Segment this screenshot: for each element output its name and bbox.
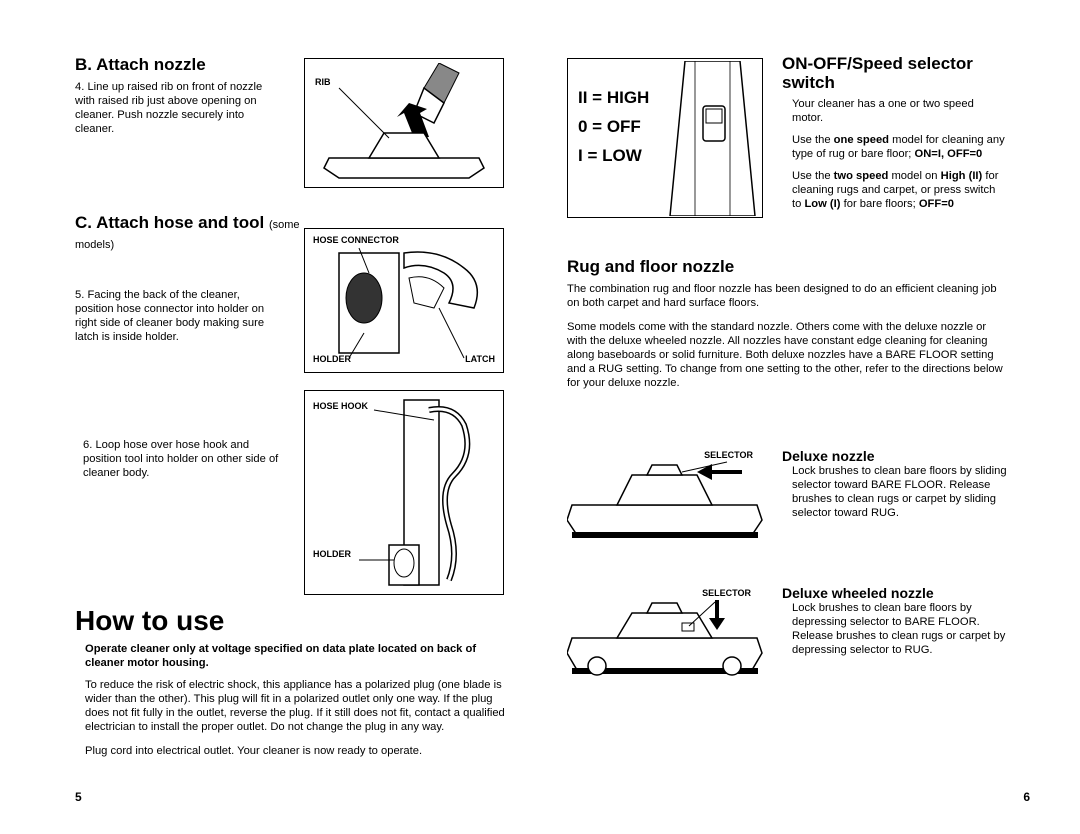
page-number-right: 6 [1023,790,1030,804]
onoff-para2: Use the one speed model for cleaning any… [782,133,1007,161]
section-b-title: B. Attach nozzle [75,55,280,75]
rug-nozzle-title: Rug and floor nozzle [567,257,1007,277]
how-to-use-para2: Plug cord into electrical outlet. Your c… [75,744,505,758]
how-to-use-section: How to use Operate cleaner only at volta… [75,605,505,758]
section-b-step4: 4. Line up raised rib on front of nozzle… [75,80,280,136]
illustration-nozzle: RIB [304,58,504,188]
onoff-title: ON-OFF/Speed selector switch [782,55,1007,92]
illustration-deluxe-nozzle: SELECTOR [567,450,763,550]
rug-nozzle-para2: Some models come with the standard nozzl… [567,320,1007,390]
section-b-text: B. Attach nozzle 4. Line up raised rib o… [75,55,280,136]
hose-connector-svg [309,233,499,368]
label-hose-hook: HOSE HOOK [313,401,368,411]
onoff-section: ON-OFF/Speed selector switch Your cleane… [782,55,1007,211]
how-to-use-warning: Operate cleaner only at voltage specifie… [75,642,505,670]
deluxe-para: Lock brushes to clean bare floors by sli… [782,464,1007,520]
deluxe-nozzle-svg [567,450,763,545]
onoff-para1: Your cleaner has a one or two speed moto… [782,97,1007,125]
section-c-title: C. Attach hose and tool (some models) [75,213,305,252]
label-selector2: SELECTOR [702,588,751,598]
deluxe-section: Deluxe nozzle Lock brushes to clean bare… [782,448,1007,520]
label-holder: HOLDER [313,354,351,364]
illustration-deluxe-wheeled: SELECTOR [567,588,763,688]
label-selector1: SELECTOR [704,450,753,460]
illustration-hose-connector: HOSE CONNECTOR HOLDER LATCH [304,228,504,373]
deluxe-wheeled-svg [567,588,763,683]
label-latch: LATCH [465,354,495,364]
rug-nozzle-para1: The combination rug and floor nozzle has… [567,282,1007,310]
illustration-hose-hook: HOSE HOOK HOLDER [304,390,504,595]
section-c-heading: C. Attach hose and tool (some models) [75,213,305,252]
deluxe-wheeled-title: Deluxe wheeled nozzle [782,585,1007,601]
illustration-switch: II = HIGH 0 = OFF I = LOW [567,58,763,218]
deluxe-wheeled-section: Deluxe wheeled nozzle Lock brushes to cl… [782,585,1007,657]
page-number-left: 5 [75,790,82,804]
hose-hook-svg [309,395,499,590]
label-hose-connector: HOSE CONNECTOR [313,235,399,245]
rug-nozzle-section: Rug and floor nozzle The combination rug… [567,257,1007,390]
label-rib: RIB [315,77,331,87]
manual-spread: B. Attach nozzle 4. Line up raised rib o… [0,0,1080,834]
switch-labels: II = HIGH 0 = OFF I = LOW [578,84,649,171]
nozzle-svg [309,63,499,183]
how-to-use-para1: To reduce the risk of electric shock, th… [75,678,505,734]
onoff-para3: Use the two speed model on High (II) for… [782,169,1007,211]
label-holder2: HOLDER [313,549,351,559]
switch-svg [665,61,760,216]
section-c-step6: 6. Loop hose over hose hook and position… [83,438,283,480]
section-c-step5: 5. Facing the back of the cleaner, posit… [75,288,280,344]
how-to-use-title: How to use [75,605,505,637]
deluxe-wheeled-para: Lock brushes to clean bare floors by dep… [782,601,1007,657]
deluxe-title: Deluxe nozzle [782,448,1007,464]
